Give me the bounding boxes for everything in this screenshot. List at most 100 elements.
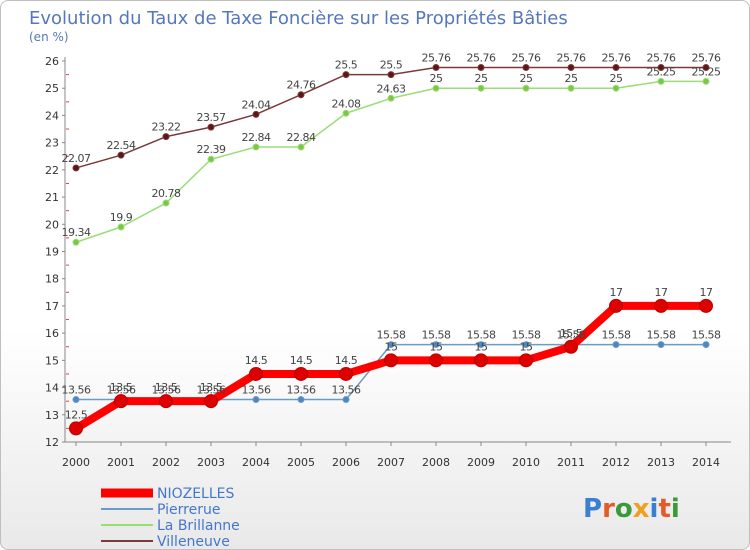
legend-label-niozelles: NIOZELLES — [157, 486, 235, 502]
y-tick-label: 15 — [45, 354, 59, 367]
data-point-niozelles — [609, 298, 623, 313]
y-tick-label: 17 — [45, 300, 59, 313]
data-label-niozelles: 17 — [610, 286, 623, 299]
data-point-la-brillanne — [387, 94, 395, 102]
y-tick-label: 18 — [45, 273, 59, 286]
data-label-la-brillanne: 20.78 — [152, 187, 181, 200]
x-tick-label: 2007 — [377, 456, 405, 469]
data-point-pierrerue — [477, 341, 485, 349]
data-label-villeneuve: 25.76 — [512, 52, 541, 65]
data-point-villeneuve — [432, 64, 440, 72]
data-label-la-brillanne: 24.08 — [332, 97, 361, 110]
data-label-villeneuve: 22.07 — [62, 152, 91, 165]
data-point-la-brillanne — [657, 77, 665, 85]
data-label-pierrerue: 13.56 — [152, 384, 181, 397]
data-label-pierrerue: 15.58 — [602, 329, 631, 342]
chart-title: Evolution du Taux de Taxe Foncière sur l… — [29, 8, 568, 29]
data-point-villeneuve — [162, 133, 170, 141]
data-label-pierrerue: 13.56 — [287, 384, 316, 397]
data-label-niozelles: 12.5 — [65, 408, 88, 421]
data-label-villeneuve: 25.76 — [692, 52, 721, 65]
data-label-pierrerue: 15.58 — [467, 329, 496, 342]
data-point-villeneuve — [702, 64, 710, 72]
y-tick-label: 12 — [45, 436, 59, 449]
series-line-la-brillanne — [75, 80, 706, 243]
data-point-niozelles — [564, 339, 578, 354]
data-point-villeneuve — [657, 64, 665, 72]
data-point-pierrerue — [657, 341, 665, 349]
y-tick-label: 13 — [45, 409, 59, 422]
data-label-la-brillanne: 25 — [520, 72, 533, 85]
data-label-pierrerue: 15.58 — [512, 329, 541, 342]
data-point-pierrerue — [297, 396, 305, 404]
data-point-pierrerue — [252, 396, 260, 404]
data-point-villeneuve — [477, 64, 485, 72]
data-point-villeneuve — [72, 164, 80, 172]
data-point-niozelles — [654, 298, 668, 313]
data-point-villeneuve — [387, 71, 395, 79]
data-label-niozelles: 15 — [475, 340, 488, 353]
data-label-villeneuve: 24.04 — [242, 98, 271, 111]
data-label-niozelles: 13.5 — [200, 381, 223, 394]
x-tick-label: 2010 — [512, 456, 540, 469]
data-point-niozelles — [114, 394, 128, 409]
x-tick-label: 2000 — [62, 456, 90, 469]
data-label-pierrerue: 15.58 — [557, 329, 586, 342]
data-point-la-brillanne — [342, 109, 350, 117]
x-tick-label: 2013 — [647, 456, 675, 469]
y-tick-label: 20 — [45, 218, 59, 231]
data-point-niozelles — [699, 298, 713, 313]
data-label-villeneuve: 24.76 — [287, 79, 316, 92]
data-point-la-brillanne — [612, 84, 620, 92]
y-tick-label: 26 — [45, 55, 59, 68]
data-point-la-brillanne — [522, 84, 530, 92]
y-tick-label: 21 — [45, 191, 59, 204]
data-point-niozelles — [204, 394, 218, 409]
data-label-pierrerue: 13.56 — [62, 384, 91, 397]
data-label-niozelles: 15 — [430, 340, 443, 353]
chart-subtitle: (en %) — [29, 30, 69, 44]
legend-label-pierrerue: Pierrerue — [157, 502, 220, 518]
data-point-la-brillanne — [567, 84, 575, 92]
data-label-pierrerue: 15.58 — [422, 329, 451, 342]
data-point-la-brillanne — [72, 238, 80, 246]
axes: 12 13 14 15 16 17 18 19 20 21 22 23 24 25 26 2000 2001 20… — [45, 55, 731, 469]
data-label-niozelles: 14.5 — [290, 354, 313, 367]
data-point-niozelles — [384, 353, 398, 368]
data-labels: 22.07 22.54 23.22 23.57 24.04 24.76 25.5 25.5 25… — [62, 52, 722, 422]
data-point-la-brillanne — [252, 143, 260, 151]
x-tick-label: 2009 — [467, 456, 495, 469]
data-point-pierrerue — [342, 396, 350, 404]
x-tick-label: 2012 — [602, 456, 630, 469]
data-label-la-brillanne: 22.39 — [197, 143, 226, 156]
data-point-pierrerue — [387, 341, 395, 349]
data-label-la-brillanne: 25 — [610, 72, 623, 85]
data-label-niozelles: 14.5 — [245, 354, 268, 367]
data-point-villeneuve — [207, 123, 215, 131]
data-point-pierrerue — [72, 396, 80, 404]
data-label-pierrerue: 15.58 — [692, 329, 721, 342]
y-tick-label: 24 — [45, 109, 59, 122]
data-label-la-brillanne: 25 — [475, 72, 488, 85]
data-label-villeneuve: 23.57 — [197, 111, 226, 124]
data-label-villeneuve: 25.76 — [467, 52, 496, 65]
y-tick-label: 16 — [45, 327, 59, 340]
data-label-villeneuve: 25.76 — [422, 52, 451, 65]
data-point-villeneuve — [117, 151, 125, 159]
y-tick-label: 22 — [45, 164, 59, 177]
x-tick-label: 2006 — [332, 456, 360, 469]
data-label-niozelles: 17 — [655, 286, 668, 299]
data-point-villeneuve — [342, 71, 350, 79]
data-label-pierrerue: 13.56 — [242, 384, 271, 397]
y-tick-label: 14 — [45, 382, 59, 395]
data-label-niozelles: 15 — [385, 340, 398, 353]
data-label-niozelles: 13.5 — [155, 381, 178, 394]
data-label-pierrerue: 13.56 — [197, 384, 226, 397]
data-point-pierrerue — [702, 341, 710, 349]
x-tick-label: 2011 — [557, 456, 585, 469]
data-point-la-brillanne — [432, 84, 440, 92]
data-point-la-brillanne — [297, 143, 305, 151]
